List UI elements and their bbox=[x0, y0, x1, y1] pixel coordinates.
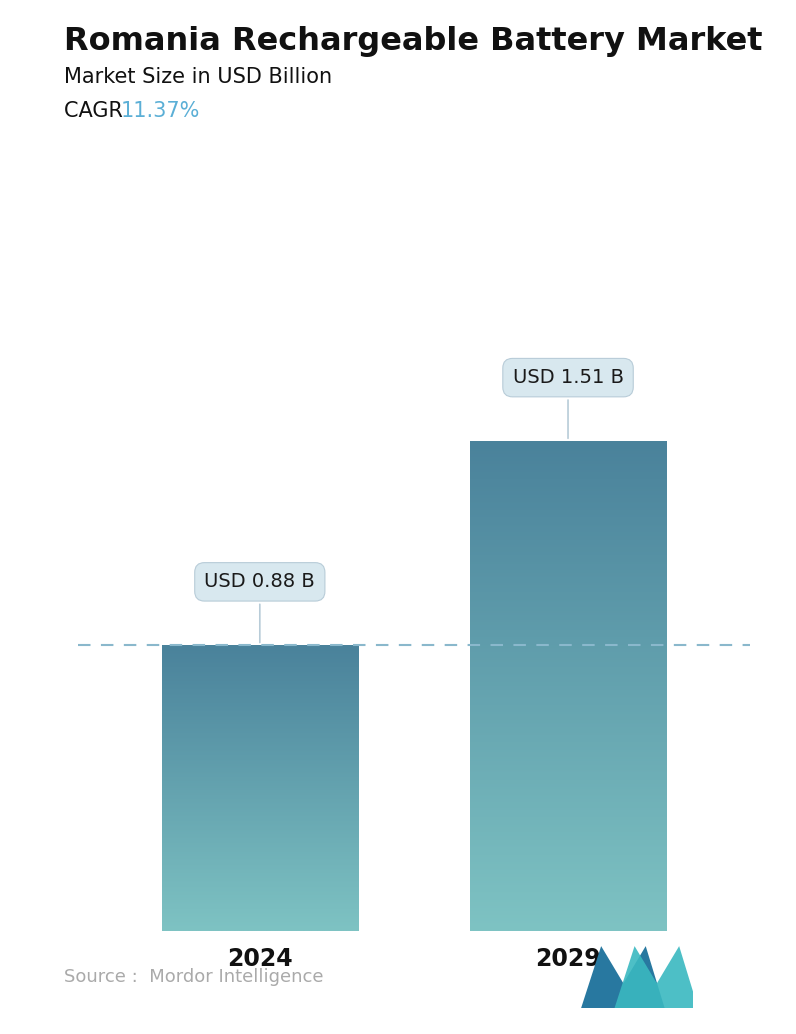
Text: Market Size in USD Billion: Market Size in USD Billion bbox=[64, 67, 332, 87]
Text: Source :  Mordor Intelligence: Source : Mordor Intelligence bbox=[64, 968, 323, 986]
Text: 11.37%: 11.37% bbox=[121, 101, 201, 121]
Text: CAGR: CAGR bbox=[64, 101, 129, 121]
Text: USD 1.51 B: USD 1.51 B bbox=[513, 368, 623, 438]
Text: USD 0.88 B: USD 0.88 B bbox=[205, 573, 315, 642]
Polygon shape bbox=[581, 946, 665, 1008]
Polygon shape bbox=[615, 946, 698, 1008]
Text: Romania Rechargeable Battery Market: Romania Rechargeable Battery Market bbox=[64, 26, 763, 57]
